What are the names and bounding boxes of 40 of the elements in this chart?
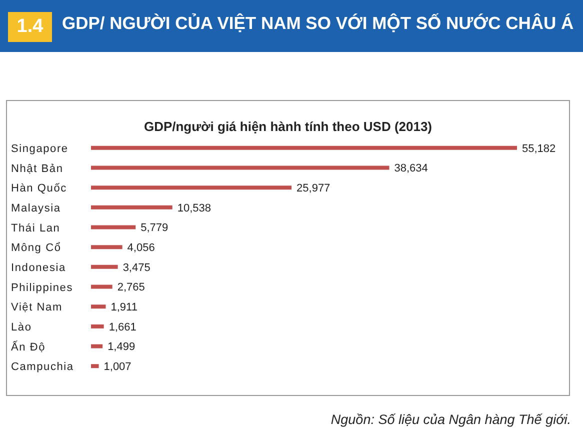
data-label: 3,475 [122,262,150,274]
y-tick-label: Việt Nam [11,302,62,314]
y-tick-label: Philippines [11,282,74,294]
bar [91,324,104,328]
y-tick-label: Nhật Bản [11,162,64,175]
data-label: 1,911 [110,302,138,314]
data-label: 1,007 [104,361,132,374]
bar [91,264,118,269]
bar [91,225,136,230]
y-tick-label: Hàn Quốc [11,182,67,195]
bar [91,304,106,309]
data-label: 55,182 [522,142,556,155]
data-label: 25,977 [296,182,330,195]
data-label: 2,765 [117,282,145,294]
bar [91,344,103,348]
data-label: 10,538 [177,202,212,214]
bar [91,146,517,150]
bar [91,364,99,368]
data-label: 38,634 [394,162,428,175]
data-label: 4,056 [127,242,155,254]
bar [91,166,390,170]
y-tick-label: Thái Lan [11,222,60,234]
bar [91,245,122,250]
bar [91,205,172,210]
data-label: 1,499 [108,341,136,354]
data-label: 5,779 [140,222,168,234]
y-tick-label: Singapore [11,142,68,155]
y-tick-label: Ấn Độ [11,340,46,354]
y-tick-label: Malaysia [11,202,61,214]
chart-title: GDP/ NGƯỜI CỦA VIỆT NAM SO VỚI MỘT SỐ NƯỚC CHÂU Á [62,13,574,34]
text: 1.4 [8,12,52,42]
y-tick-label: Lào [11,321,32,334]
data-label: 1,661 [108,321,136,334]
text: Nguồn: Số liệu của Ngân hàng Thế giới. [330,412,571,427]
y-tick-label: Mông Cổ [11,242,62,254]
bar [91,186,292,190]
y-tick-label: Indonesia [11,262,66,274]
y-tick-label: Campuchia [11,361,74,374]
chart-subtitle: GDP/người giá hiện hành tính theo USD (2013) [142,119,434,134]
bar [91,284,112,289]
